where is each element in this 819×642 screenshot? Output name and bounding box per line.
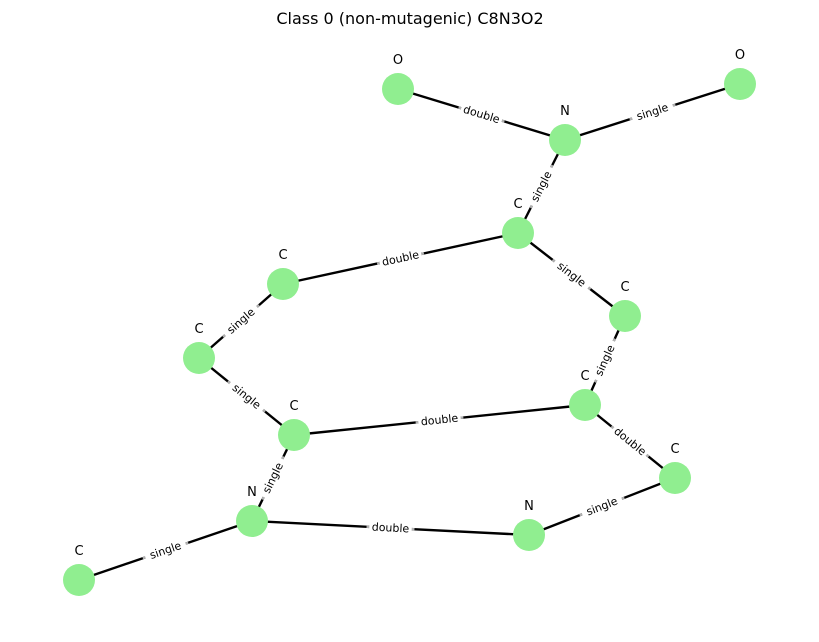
bond-n2-c8: single xyxy=(78,519,253,582)
nodes-layer: O O N C C C C C C C N N C xyxy=(63,48,756,596)
bond-label: double xyxy=(371,521,409,536)
bond-label: single xyxy=(260,460,286,495)
bond-label-box xyxy=(526,164,557,209)
bond-label-box xyxy=(221,302,261,340)
atom-c7: C xyxy=(659,442,691,494)
atom-label: C xyxy=(620,280,629,295)
atom-label: N xyxy=(247,485,257,500)
bond-c4-c5: single xyxy=(198,357,295,436)
bond-label: double xyxy=(462,103,502,126)
bond-label-box xyxy=(417,411,462,429)
atom-c6: C xyxy=(569,369,601,421)
atom-node xyxy=(236,505,268,537)
atom-node xyxy=(63,564,95,596)
atom-node xyxy=(569,389,601,421)
atom-node xyxy=(382,73,414,105)
bond-c2-c4: single xyxy=(198,283,284,359)
bond-c7-n3: single xyxy=(528,476,676,537)
atom-node xyxy=(502,217,534,249)
atom-n3: N xyxy=(513,499,545,551)
atom-label: C xyxy=(289,399,298,414)
atom-o1: O xyxy=(382,53,414,105)
bond-label: double xyxy=(611,425,648,459)
bond-label: single xyxy=(555,259,589,289)
atom-node xyxy=(724,68,756,100)
bond-c1-c3: single xyxy=(517,232,626,317)
bond-label: single xyxy=(592,343,617,378)
atom-c3: C xyxy=(609,280,641,332)
bond-label: double xyxy=(381,248,421,269)
atom-node xyxy=(549,124,581,156)
bond-label-box xyxy=(378,248,423,269)
atom-label: N xyxy=(524,499,534,514)
bond-o1-n1: double xyxy=(397,87,566,142)
atom-label: C xyxy=(194,322,203,337)
bond-c1-c2: double xyxy=(282,231,519,286)
bond-label-box xyxy=(226,378,267,415)
bond-c6-c7: double xyxy=(584,404,676,479)
bond-n2-n3: double xyxy=(251,519,530,537)
atom-node xyxy=(513,519,545,551)
bond-label-box xyxy=(143,537,188,564)
atom-c5: C xyxy=(278,399,310,451)
atom-node xyxy=(659,462,691,494)
bond-label: single xyxy=(528,169,554,204)
bond-label: single xyxy=(148,539,183,562)
bond-label-box xyxy=(459,102,504,127)
atom-o2: O xyxy=(724,48,756,100)
bond-label-box xyxy=(580,493,624,520)
atom-c1: C xyxy=(502,197,534,249)
bond-label-box xyxy=(590,338,620,383)
atom-node xyxy=(267,268,299,300)
atom-c2: C xyxy=(267,248,299,300)
atom-node xyxy=(183,342,215,374)
atom-node xyxy=(609,300,641,332)
atom-n1: N xyxy=(549,104,581,156)
atom-node xyxy=(278,419,310,451)
atom-label: O xyxy=(735,48,745,63)
atom-label: C xyxy=(670,442,679,457)
atom-c8: C xyxy=(63,544,95,596)
atom-c4: C xyxy=(183,322,215,374)
atom-label: C xyxy=(580,369,589,384)
atom-label: N xyxy=(560,104,570,119)
bond-label-box xyxy=(609,423,651,460)
bond-label: single xyxy=(584,494,619,518)
bond-label: single xyxy=(230,381,264,412)
bond-label-box xyxy=(258,456,288,500)
bond-label: double xyxy=(420,412,459,429)
bond-label-box xyxy=(630,99,675,125)
atom-label: C xyxy=(278,248,287,263)
bond-label: single xyxy=(224,305,257,336)
bond-label: single xyxy=(635,101,670,123)
atom-n2: N xyxy=(236,485,268,537)
bond-label-box xyxy=(551,256,592,293)
graph-title: Class 0 (non-mutagenic) C8N3O2 xyxy=(276,9,543,28)
edges-layer: double single single double single single sing… xyxy=(78,82,741,582)
bond-label-box xyxy=(369,520,412,536)
bond-n1-o2: single xyxy=(564,82,741,142)
atom-label: C xyxy=(74,544,83,559)
atom-label: O xyxy=(393,53,403,68)
bond-c5-c6: double xyxy=(293,403,586,437)
atom-label: C xyxy=(513,197,522,212)
